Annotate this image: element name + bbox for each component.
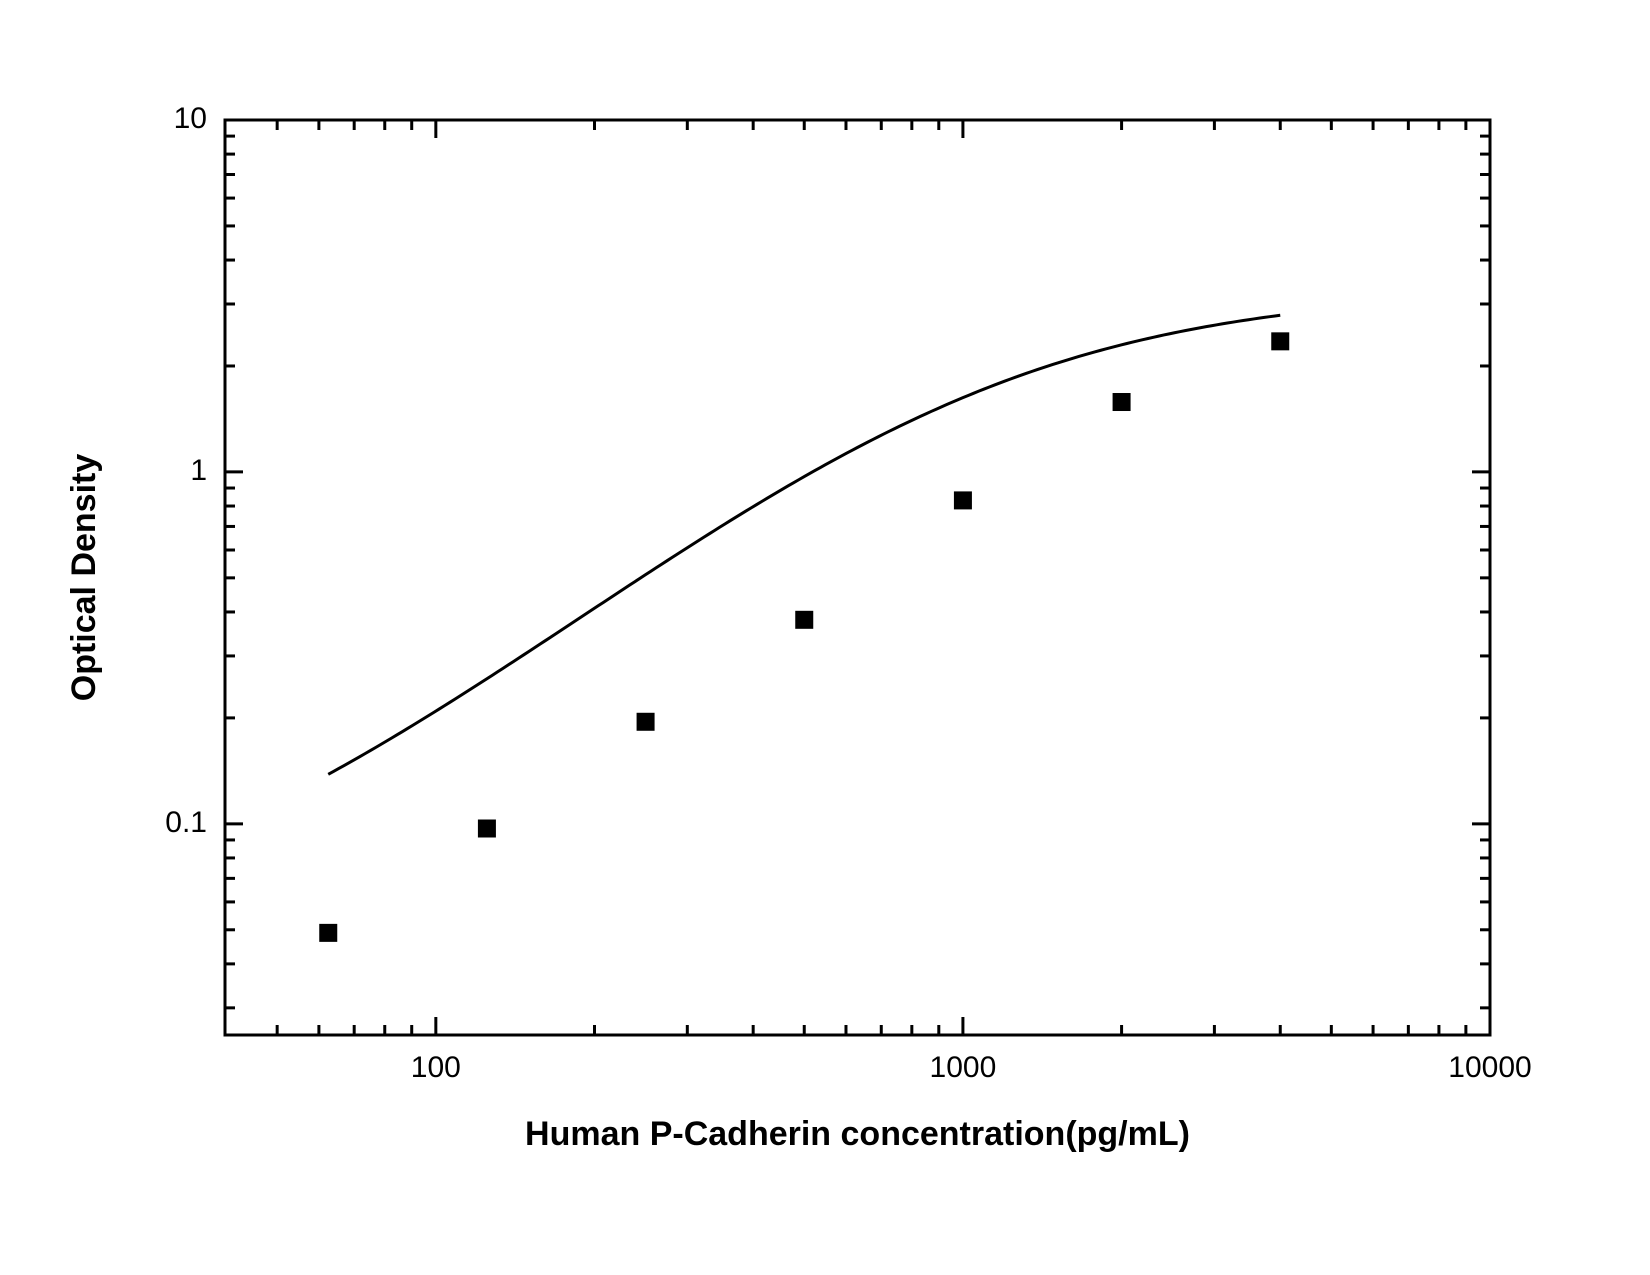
svg-text:1000: 1000 <box>930 1051 997 1084</box>
standard-curve-chart: 100 1000 10000 0.1 1 10 Human P-Cadherin conc… <box>0 0 1650 1275</box>
data-point <box>319 924 337 942</box>
svg-text:0.1: 0.1 <box>165 806 207 839</box>
svg-text:10: 10 <box>174 102 207 135</box>
x-axis-label: Human P-Cadherin concentration(pg/mL) <box>525 1115 1190 1153</box>
plot-background <box>225 120 1490 1035</box>
data-point <box>954 491 972 509</box>
data-point <box>478 820 496 838</box>
svg-text:100: 100 <box>411 1051 461 1084</box>
svg-text:10000: 10000 <box>1448 1051 1531 1084</box>
svg-text:1: 1 <box>190 454 207 487</box>
data-point <box>637 713 655 731</box>
y-axis-label: Optical Density <box>65 454 103 702</box>
data-point <box>1113 393 1131 411</box>
data-point <box>1271 332 1289 350</box>
chart-container: 100 1000 10000 0.1 1 10 Human P-Cadherin conc… <box>0 0 1650 1275</box>
data-point <box>795 611 813 629</box>
